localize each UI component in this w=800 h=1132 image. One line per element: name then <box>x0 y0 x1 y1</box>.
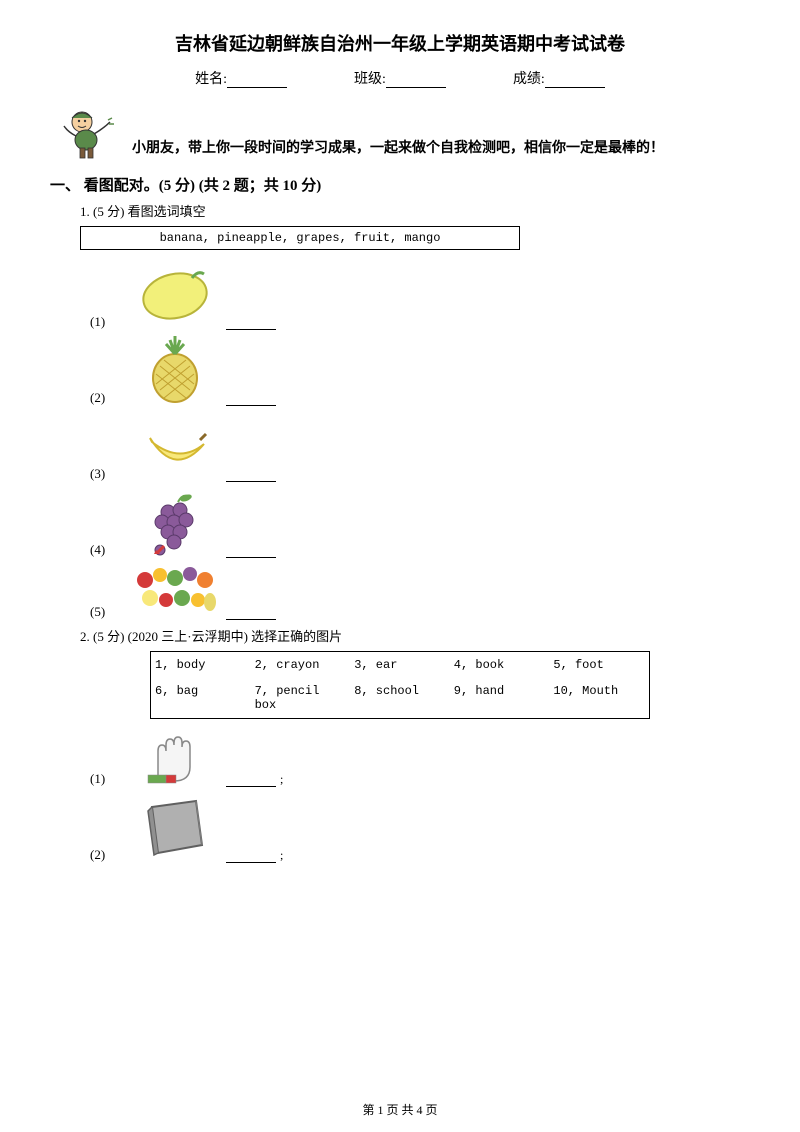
hand-icon <box>130 727 220 787</box>
q1-item-1-num: (1) <box>90 314 130 330</box>
section-1-heading: 一、 看图配对。(5 分) (共 2 题；共 10 分) <box>50 174 740 195</box>
q1-item-1: (1) <box>90 256 740 330</box>
q2-item-2-num: (2) <box>90 847 130 863</box>
page-footer: 第 1 页 共 4 页 <box>0 1101 800 1118</box>
q2-head: 2. (5 分) (2020 三上·云浮期中) 选择正确的图片 <box>80 626 740 645</box>
q1-item-2-blank[interactable] <box>226 394 276 406</box>
q2-item-2: (2) ; <box>90 789 740 863</box>
q1-item-2-num: (2) <box>90 390 130 406</box>
name-label: 姓名: <box>195 68 227 88</box>
fruit-mix-icon <box>130 560 220 620</box>
q1-head: 1. (5 分) 看图选词填空 <box>80 201 740 220</box>
q1-word-box: banana, pineapple, grapes, fruit, mango <box>80 226 520 250</box>
class-blank[interactable] <box>386 74 446 88</box>
semi-2: ; <box>280 848 283 863</box>
name-blank[interactable] <box>227 74 287 88</box>
q1-item-5-num: (5) <box>90 604 130 620</box>
banana-icon <box>130 408 220 482</box>
q2-cell-6: 6, bag <box>151 678 251 718</box>
q2-item-1: (1) ; <box>90 727 740 787</box>
q1-item-3-blank[interactable] <box>226 470 276 482</box>
q2-cell-1: 1, body <box>151 652 251 678</box>
q2-item-2-blank[interactable] <box>226 851 276 863</box>
score-blank[interactable] <box>545 74 605 88</box>
semi-1: ; <box>280 772 283 787</box>
q2-item-1-num: (1) <box>90 771 130 787</box>
q2-cell-7: 7, pencil box <box>251 678 351 718</box>
mascot-icon <box>60 104 120 164</box>
grapes-icon <box>130 484 220 558</box>
q2-cell-5: 5, foot <box>549 652 649 678</box>
q2-cell-9: 9, hand <box>450 678 550 718</box>
q2-cell-3: 3, ear <box>350 652 450 678</box>
book-icon <box>130 789 220 863</box>
q1-item-3: (3) <box>90 408 740 482</box>
q2-cell-8: 8, school <box>350 678 450 718</box>
info-line: 姓名: 班级: 成绩: <box>60 68 740 88</box>
q1-item-5-blank[interactable] <box>226 608 276 620</box>
q1-item-4: (4) <box>90 484 740 558</box>
class-label: 班级: <box>354 68 386 88</box>
q1-item-4-num: (4) <box>90 542 130 558</box>
q2-item-1-blank[interactable] <box>226 775 276 787</box>
mango-icon <box>130 256 220 330</box>
pineapple-icon <box>130 332 220 406</box>
page-title: 吉林省延边朝鲜族自治州一年级上学期英语期中考试试卷 <box>60 30 740 56</box>
score-label: 成绩: <box>513 68 545 88</box>
q2-word-table: 1, body 2, crayon 3, ear 4, book 5, foot… <box>150 651 650 719</box>
q1-item-1-blank[interactable] <box>226 318 276 330</box>
q1-item-5: (5) <box>90 560 740 620</box>
q1-item-2: (2) <box>90 332 740 406</box>
q2-cell-10: 10, Mouth <box>549 678 649 718</box>
q2-cell-2: 2, crayon <box>251 652 351 678</box>
q2-cell-4: 4, book <box>450 652 550 678</box>
encourage-text: 小朋友，带上你一段时间的学习成果，一起来做个自我检测吧，相信你一定是最棒的！ <box>132 138 664 164</box>
q1-item-3-num: (3) <box>90 466 130 482</box>
q1-item-4-blank[interactable] <box>226 546 276 558</box>
